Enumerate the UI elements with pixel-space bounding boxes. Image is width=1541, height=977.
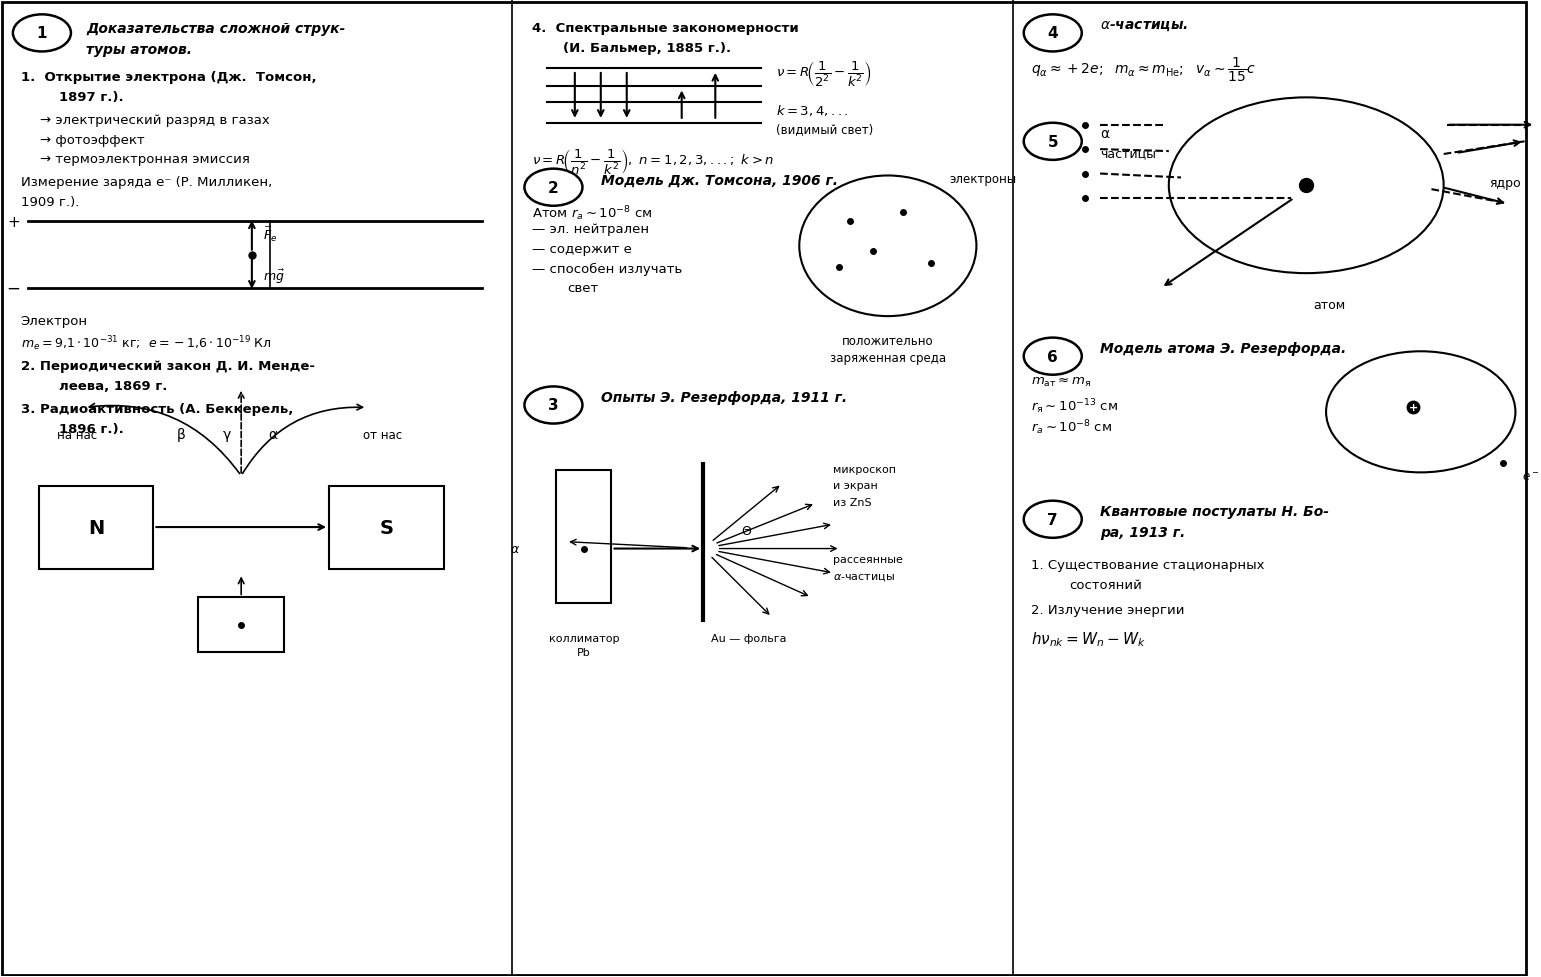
Text: $k = 3, 4, ...$: $k = 3, 4, ...$ bbox=[777, 104, 849, 118]
Text: $\Theta$: $\Theta$ bbox=[741, 525, 752, 537]
Text: β: β bbox=[177, 428, 185, 442]
Text: → фотоэффект: → фотоэффект bbox=[40, 134, 145, 147]
Text: ядро: ядро bbox=[1490, 177, 1521, 190]
Text: 5: 5 bbox=[1048, 135, 1059, 149]
Text: α: α bbox=[268, 428, 277, 442]
Text: $q_\alpha \approx +2e;\ \ m_\alpha \approx m_\mathrm{He};\ \ v_\alpha \sim \dfra: $q_\alpha \approx +2e;\ \ m_\alpha \appr… bbox=[1031, 56, 1256, 84]
Text: 1.  Открытие электрона (Дж.  Томсон,: 1. Открытие электрона (Дж. Томсон, bbox=[20, 71, 316, 84]
Text: Доказательства сложной струк-: Доказательства сложной струк- bbox=[86, 22, 345, 36]
Text: 2: 2 bbox=[549, 181, 559, 195]
Text: $\nu = R\!\left(\dfrac{1}{n^2} - \dfrac{1}{k^2}\right),\ n = 1, 2, 3, ...; \ k >: $\nu = R\!\left(\dfrac{1}{n^2} - \dfrac{… bbox=[532, 147, 775, 176]
Text: 3: 3 bbox=[549, 398, 559, 413]
Text: S: S bbox=[379, 518, 393, 537]
Text: — содержит е: — содержит е bbox=[532, 242, 632, 256]
Text: −: − bbox=[6, 279, 20, 297]
Text: +: + bbox=[1408, 403, 1418, 412]
Text: $\vec{F}_e$: $\vec{F}_e$ bbox=[262, 224, 277, 243]
Text: Модель Дж. Томсона, 1906 г.: Модель Дж. Томсона, 1906 г. bbox=[601, 173, 838, 188]
Text: $m_\text{ат} \approx m_\text{я}$: $m_\text{ат} \approx m_\text{я}$ bbox=[1031, 375, 1091, 389]
Text: Модель атома Э. Резерфорда.: Модель атома Э. Резерфорда. bbox=[1100, 342, 1347, 356]
Text: Квантовые постулаты Н. Бо-: Квантовые постулаты Н. Бо- bbox=[1100, 505, 1328, 519]
Text: от нас: от нас bbox=[362, 429, 402, 442]
Text: $\alpha$-частицы.: $\alpha$-частицы. bbox=[1100, 20, 1188, 33]
Text: γ: γ bbox=[222, 428, 231, 442]
Text: $e^-$: $e^-$ bbox=[1521, 471, 1539, 484]
Text: Измерение заряда е⁻ (Р. Милликен,: Измерение заряда е⁻ (Р. Милликен, bbox=[20, 176, 271, 190]
Text: $\nu = R\!\left(\dfrac{1}{2^2} - \dfrac{1}{k^2}\right)$: $\nu = R\!\left(\dfrac{1}{2^2} - \dfrac{… bbox=[777, 60, 872, 88]
Text: 1. Существование стационарных: 1. Существование стационарных bbox=[1031, 559, 1265, 572]
Text: Атом $r_a \sim 10^{-8}$ см: Атом $r_a \sim 10^{-8}$ см bbox=[532, 203, 652, 223]
Text: частицы: частицы bbox=[1100, 148, 1156, 160]
Text: $m\vec{g}$: $m\vec{g}$ bbox=[262, 268, 284, 286]
Text: 2. Периодический закон Д. И. Менде-: 2. Периодический закон Д. И. Менде- bbox=[20, 360, 314, 372]
Text: — эл. нейтрален: — эл. нейтрален bbox=[532, 223, 649, 236]
Text: $r_a \sim 10^{-8}$ см: $r_a \sim 10^{-8}$ см bbox=[1031, 418, 1113, 437]
Text: 7: 7 bbox=[1048, 512, 1059, 528]
Text: микроскоп: микроскоп bbox=[832, 464, 895, 474]
Text: Au — фольга: Au — фольга bbox=[710, 633, 786, 643]
Text: заряженная среда: заряженная среда bbox=[829, 352, 946, 364]
Text: $r_\text{я} \sim 10^{-13}$ см: $r_\text{я} \sim 10^{-13}$ см bbox=[1031, 397, 1119, 415]
Text: → электрический разряд в газах: → электрический разряд в газах bbox=[40, 114, 270, 127]
Text: на нас: на нас bbox=[57, 429, 97, 442]
Text: Pb: Pb bbox=[578, 648, 590, 658]
Text: свет: свет bbox=[567, 281, 598, 295]
Text: 2. Излучение энергии: 2. Излучение энергии bbox=[1031, 604, 1185, 616]
Text: $m_e = 9{,}1\cdot10^{-31}$ кг;  $e = -1{,}6\cdot10^{-19}$ Кл: $m_e = 9{,}1\cdot10^{-31}$ кг; $e = -1{,… bbox=[20, 334, 271, 353]
Text: α: α bbox=[1100, 127, 1110, 142]
Text: → термоэлектронная эмиссия: → термоэлектронная эмиссия bbox=[40, 152, 250, 166]
Text: 6: 6 bbox=[1048, 350, 1059, 364]
FancyBboxPatch shape bbox=[199, 598, 284, 653]
Text: коллиматор: коллиматор bbox=[549, 633, 619, 643]
Text: 1909 г.).: 1909 г.). bbox=[20, 195, 79, 209]
Text: атом: атом bbox=[1313, 298, 1345, 312]
Text: ра, 1913 г.: ра, 1913 г. bbox=[1100, 526, 1185, 539]
Text: 1897 г.).: 1897 г.). bbox=[59, 91, 123, 104]
Text: состояний: состояний bbox=[1069, 578, 1142, 591]
Text: $h\nu_{nk} = W_n - W_k$: $h\nu_{nk} = W_n - W_k$ bbox=[1031, 630, 1147, 649]
Text: электроны: электроны bbox=[949, 173, 1016, 186]
Text: +: + bbox=[8, 215, 20, 230]
Text: Электрон: Электрон bbox=[20, 315, 88, 328]
Text: $\alpha$: $\alpha$ bbox=[510, 542, 521, 556]
FancyBboxPatch shape bbox=[328, 487, 444, 569]
Text: туры атомов.: туры атомов. bbox=[86, 43, 193, 57]
Text: 1896 г.).: 1896 г.). bbox=[59, 422, 123, 435]
Text: леева, 1869 г.: леева, 1869 г. bbox=[59, 379, 166, 392]
Text: рассеянные: рассеянные bbox=[832, 555, 903, 565]
Text: положительно: положительно bbox=[841, 334, 934, 348]
Text: Опыты Э. Резерфорда, 1911 г.: Опыты Э. Резерфорда, 1911 г. bbox=[601, 391, 848, 404]
Text: 4.  Спектральные закономерности: 4. Спектральные закономерности bbox=[532, 22, 798, 35]
Text: (И. Бальмер, 1885 г.).: (И. Бальмер, 1885 г.). bbox=[562, 42, 730, 55]
Text: (видимый свет): (видимый свет) bbox=[777, 123, 874, 136]
Text: 3. Радиоактивность (А. Беккерель,: 3. Радиоактивность (А. Беккерель, bbox=[20, 403, 293, 415]
Text: N: N bbox=[88, 518, 105, 537]
Text: 1: 1 bbox=[37, 26, 48, 41]
Text: из ZnS: из ZnS bbox=[832, 497, 872, 507]
Text: и экран: и экран bbox=[832, 481, 878, 490]
Text: $\alpha$-частицы: $\alpha$-частицы bbox=[832, 572, 895, 582]
Text: — способен излучать: — способен излучать bbox=[532, 262, 683, 276]
FancyBboxPatch shape bbox=[39, 487, 154, 569]
Text: 4: 4 bbox=[1048, 26, 1059, 41]
FancyBboxPatch shape bbox=[556, 471, 612, 604]
